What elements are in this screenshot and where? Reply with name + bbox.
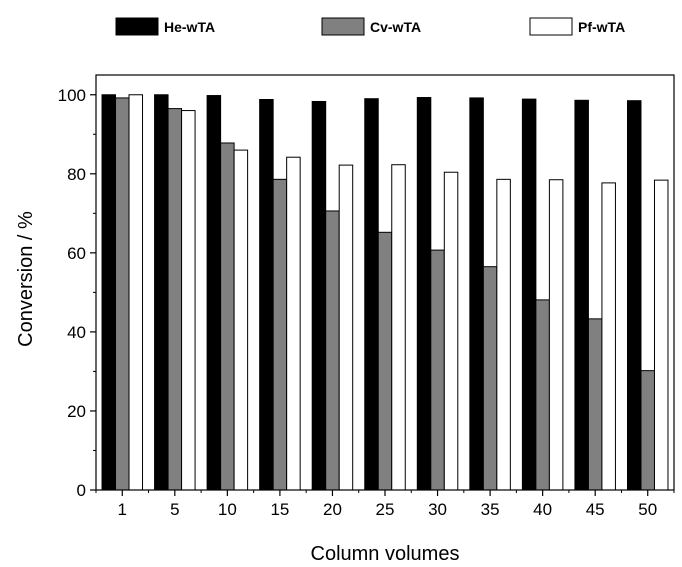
bar-he-wta-20 <box>311 100 327 491</box>
legend: He-wTA Cv-wTA Pf-wTA <box>115 17 625 36</box>
x-tick-label: 1 <box>118 500 127 519</box>
y-axis-title: Conversion / % <box>15 211 37 347</box>
y-tick-label: 40 <box>67 323 86 342</box>
bar-pf-wta-1 <box>128 94 144 491</box>
bar-he-wta-50 <box>626 100 642 491</box>
bar-he-wta-30 <box>416 97 432 491</box>
x-axis-title: Column volumes <box>311 543 460 565</box>
bar-he-wta-35 <box>469 97 484 491</box>
bar-cv-wta-35 <box>482 266 498 491</box>
bar-cv-wta-5 <box>167 108 183 491</box>
bar-he-wta-40 <box>521 98 537 491</box>
bar-he-wta-15 <box>259 99 274 491</box>
bar-pf-wta-10 <box>233 149 249 491</box>
bar-pf-wta-50 <box>653 179 669 491</box>
bar-cv-wta-10 <box>220 142 235 491</box>
bar-pf-wta-15 <box>286 156 301 491</box>
x-tick-label: 15 <box>270 500 289 519</box>
legend-label-cv-wta: Cv-wTA <box>370 19 421 35</box>
x-tick-label: 45 <box>586 500 605 519</box>
bar-pf-wta-35 <box>496 178 511 491</box>
x-tick-label: 35 <box>481 500 500 519</box>
legend-swatch-he-wta <box>115 17 159 36</box>
x-tick-label: 10 <box>218 500 237 519</box>
y-tick-label: 100 <box>58 86 86 105</box>
bar-cv-wta-25 <box>377 231 393 491</box>
y-tick-label: 60 <box>67 244 86 263</box>
bar-pf-wta-5 <box>181 110 196 491</box>
bar-pf-wta-40 <box>548 179 564 491</box>
bar-he-wta-25 <box>364 98 379 491</box>
bar-he-wta-10 <box>206 95 222 491</box>
bar-he-wta-45 <box>574 99 589 491</box>
y-tick-label: 20 <box>67 402 86 421</box>
bar-pf-wta-30 <box>443 171 459 491</box>
bar-cv-wta-45 <box>587 318 603 491</box>
bar-cv-wta-1 <box>115 97 130 491</box>
bar-cv-wta-20 <box>325 210 340 491</box>
bar-cv-wta-30 <box>430 249 445 491</box>
x-tick-label: 25 <box>376 500 395 519</box>
legend-swatch-cv-wta <box>321 17 365 36</box>
bar-pf-wta-25 <box>391 164 406 491</box>
x-tick-label: 40 <box>533 500 552 519</box>
bar-pf-wta-45 <box>601 182 616 491</box>
bar-cv-wta-40 <box>535 299 550 491</box>
bar-pf-wta-20 <box>338 164 354 491</box>
x-tick-label: 5 <box>170 500 179 519</box>
bar-he-wta-5 <box>154 94 169 491</box>
bar-cv-wta-50 <box>640 370 655 491</box>
bar-cv-wta-15 <box>272 178 288 491</box>
x-tick-label: 50 <box>638 500 657 519</box>
bars <box>101 94 669 491</box>
x-tick-label: 30 <box>428 500 447 519</box>
legend-label-he-wta: He-wTA <box>164 19 215 35</box>
x-tick-label: 20 <box>323 500 342 519</box>
legend-label-pf-wta: Pf-wTA <box>578 19 625 35</box>
y-tick-label: 80 <box>67 165 86 184</box>
y-tick-label: 0 <box>77 481 86 500</box>
bar-he-wta-1 <box>101 94 117 491</box>
legend-swatch-pf-wta <box>529 17 573 36</box>
